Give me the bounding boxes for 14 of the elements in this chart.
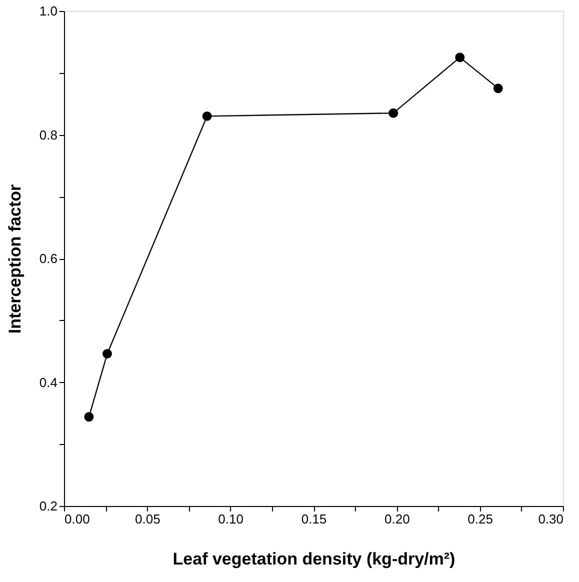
x-tick-label: 0.20 [384,512,410,526]
y-tick-label: 1.0 [39,4,58,18]
y-tick-label: 0.8 [39,127,58,142]
x-tick-label: 0.15 [301,512,327,526]
x-tick-label: 0.25 [468,512,493,526]
y-tick-label: 0.4 [39,374,58,390]
y-tick-label: 0.6 [39,251,58,266]
y-axis-title: Interception factor [5,184,24,334]
x-axis-title: Leaf vegetation density (kg-dry/m²) [172,550,456,568]
x-tick-label: 0.30 [538,512,564,526]
x-tick-label: 0.00 [64,512,90,526]
y-tick-label: 0.2 [39,498,58,514]
x-tick-label: 0.05 [135,512,160,526]
x-tick-label: 0.10 [218,512,244,526]
